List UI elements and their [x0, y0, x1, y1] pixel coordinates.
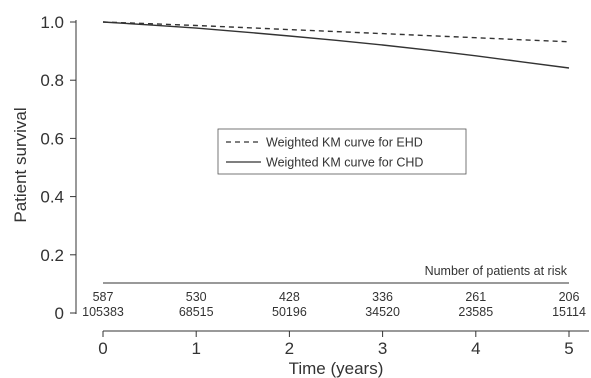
y-ticks: 0 0.2 0.4 0.6 0.8 1.0	[40, 13, 76, 323]
risk-value-ehd: 428	[279, 290, 300, 304]
risk-table-title: Number of patients at risk	[425, 264, 568, 278]
y-tick-label: 0.2	[40, 246, 64, 265]
risk-value-chd: 68515	[179, 305, 214, 319]
x-tick-label: 1	[191, 339, 200, 358]
risk-value-chd: 50196	[272, 305, 307, 319]
risk-value-chd: 34520	[365, 305, 400, 319]
y-tick-label: 0	[55, 304, 64, 323]
y-tick-label: 0.6	[40, 129, 64, 148]
axes	[75, 20, 589, 332]
x-tick-label: 3	[378, 339, 387, 358]
risk-value-chd: 23585	[458, 305, 493, 319]
risk-value-ehd: 336	[372, 290, 393, 304]
risk-value-chd: 15114	[552, 305, 586, 319]
legend-label-chd: Weighted KM curve for CHD	[266, 156, 423, 170]
x-tick-label: 4	[471, 339, 480, 358]
x-tick-label: 2	[285, 339, 294, 358]
legend: Weighted KM curve for EHD Weighted KM cu…	[217, 128, 467, 175]
y-tick-label: 0.8	[40, 71, 64, 90]
series-line-ehd	[102, 21, 570, 43]
risk-value-ehd: 530	[186, 290, 207, 304]
series-line-chd	[102, 21, 570, 69]
risk-value-ehd: 261	[465, 290, 486, 304]
legend-box	[217, 128, 467, 175]
y-axis-title: Patient survival	[11, 107, 30, 222]
y-tick-label: 0.4	[40, 188, 64, 207]
risk-value-chd: 105383	[82, 305, 124, 319]
series-layer	[102, 21, 570, 69]
risk-rows: 587 530 428 336 261 206 105383 68515 50196 34520 2…	[82, 290, 586, 319]
x-tick-label: 0	[98, 339, 107, 358]
x-axis-title: Time (years)	[289, 359, 384, 378]
risk-table: Number of patients at risk 587 530 428 336 2…	[82, 264, 586, 319]
legend-label-ehd: Weighted KM curve for EHD	[266, 136, 423, 150]
x-ticks: 0 1 2 3 4 5	[98, 331, 574, 358]
risk-value-ehd: 206	[559, 290, 580, 304]
risk-value-ehd: 587	[93, 290, 114, 304]
y-tick-label: 1.0	[40, 13, 64, 32]
x-tick-label: 5	[564, 339, 573, 358]
